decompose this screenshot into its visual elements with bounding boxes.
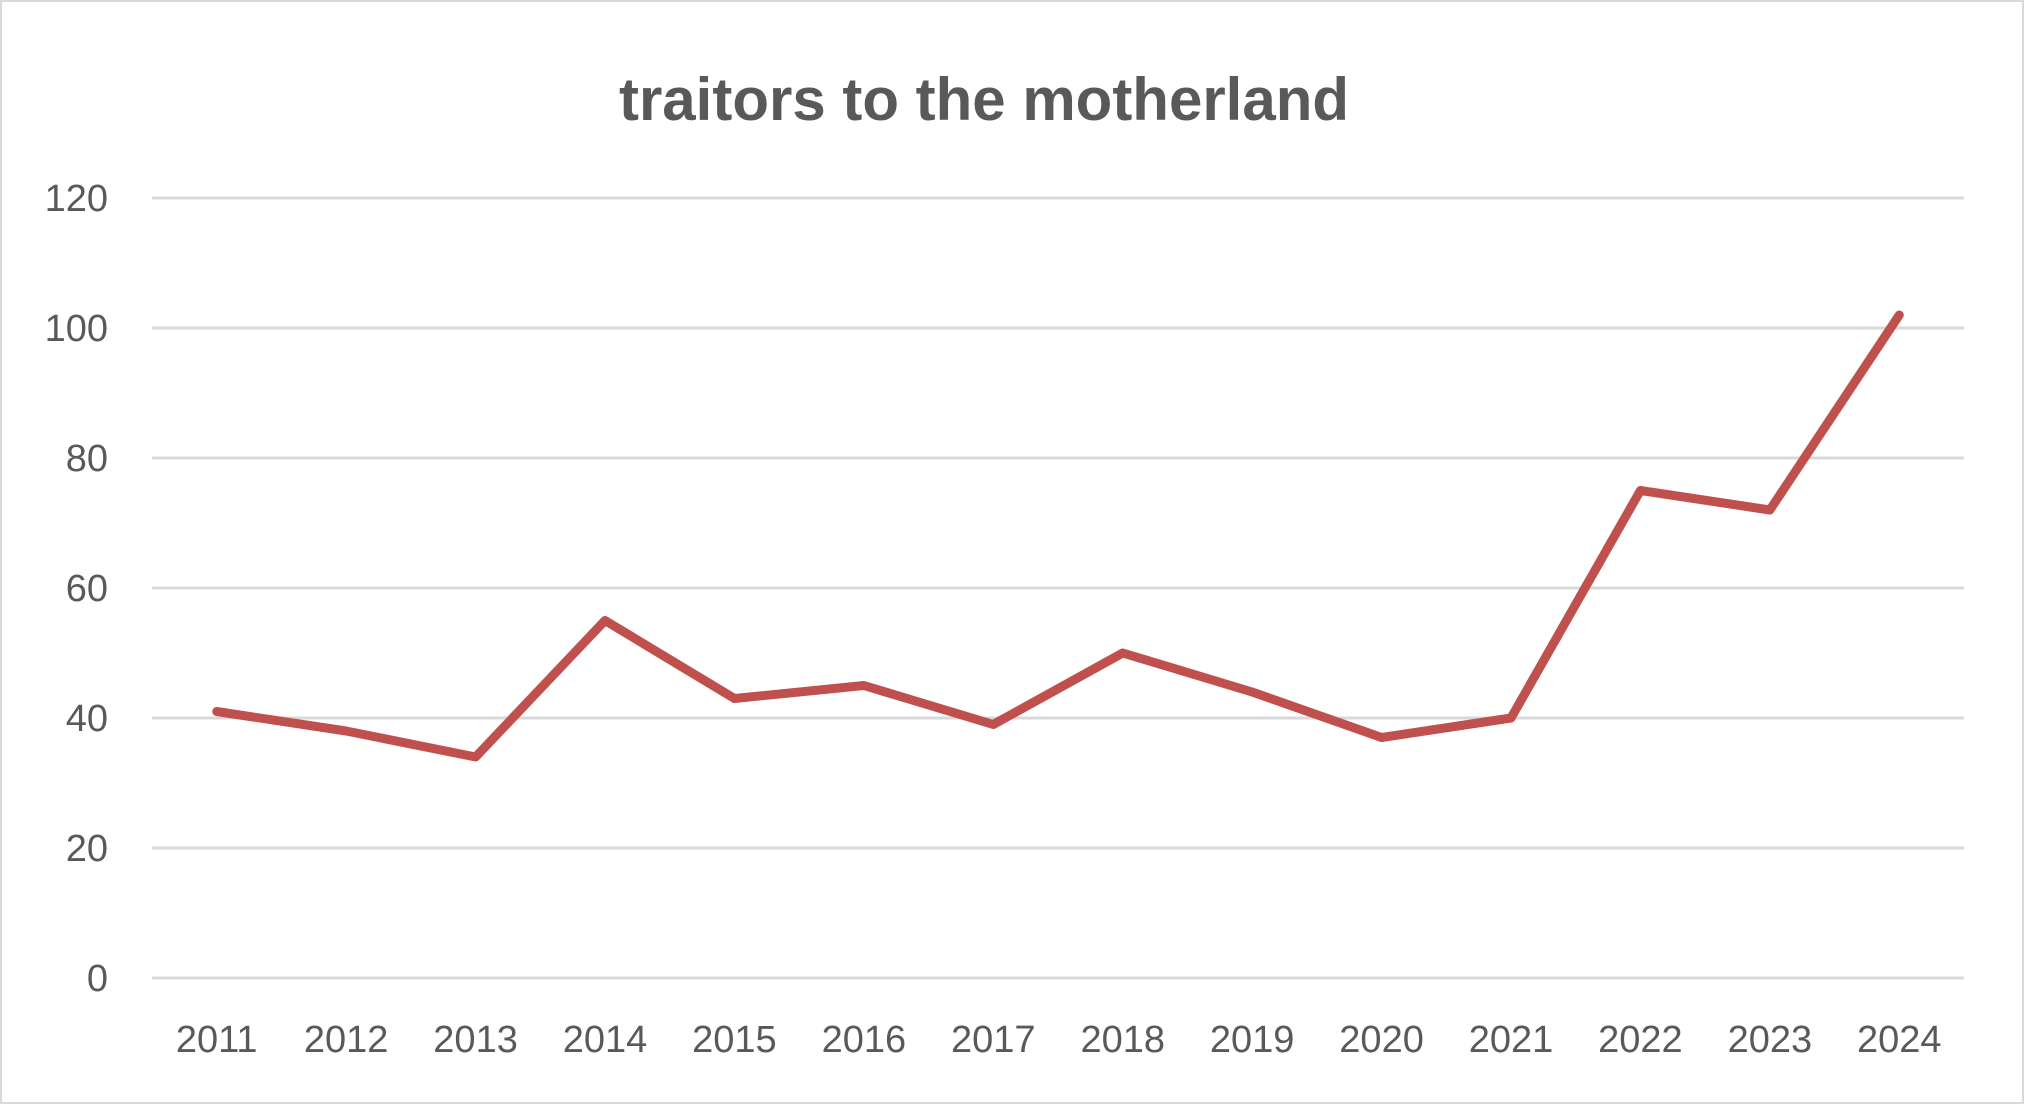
x-tick-label: 2017	[951, 1019, 1036, 1061]
data-point-2018	[1121, 652, 1124, 654]
y-tick-label: 60	[66, 568, 108, 610]
x-tick-label: 2020	[1339, 1019, 1424, 1061]
data-point-2014	[604, 619, 606, 622]
y-tick-label: 120	[45, 178, 108, 220]
y-tick-label: 100	[45, 308, 108, 350]
data-point-2016	[862, 684, 865, 687]
x-tick-label: 2019	[1210, 1019, 1295, 1061]
data-point-2019	[1251, 691, 1254, 693]
chart-title: traitors to the motherland	[619, 66, 1349, 133]
x-tick-label: 2012	[304, 1019, 389, 1061]
x-tick-label: 2022	[1598, 1019, 1683, 1061]
x-tick-label: 2013	[433, 1019, 518, 1061]
y-tick-label: 20	[66, 828, 108, 870]
y-tick-label: 80	[66, 438, 108, 480]
y-tick-label: 40	[66, 698, 108, 740]
data-point-2021	[1510, 717, 1512, 719]
data-point-2012	[345, 730, 348, 732]
data-point-2015	[733, 697, 736, 700]
data-point-2011	[215, 710, 218, 713]
data-point-2017	[992, 723, 995, 726]
data-point-2013	[474, 756, 477, 758]
x-tick-label: 2016	[822, 1019, 907, 1061]
data-point-2024	[1898, 314, 1901, 316]
data-point-2022	[1639, 489, 1642, 492]
x-tick-label: 2011	[176, 1019, 258, 1061]
series-line	[212, 310, 1904, 762]
data-point-2020	[1380, 736, 1383, 739]
x-tick-label: 2023	[1728, 1019, 1813, 1061]
x-tick-label: 2014	[563, 1019, 648, 1061]
x-tick-label: 2021	[1469, 1019, 1554, 1061]
data-point-2023	[1768, 509, 1771, 511]
x-tick-label: 2015	[692, 1019, 777, 1061]
y-tick-label: 0	[87, 958, 108, 1000]
x-tick-label: 2024	[1857, 1019, 1942, 1061]
x-tick-label: 2018	[1080, 1019, 1165, 1061]
